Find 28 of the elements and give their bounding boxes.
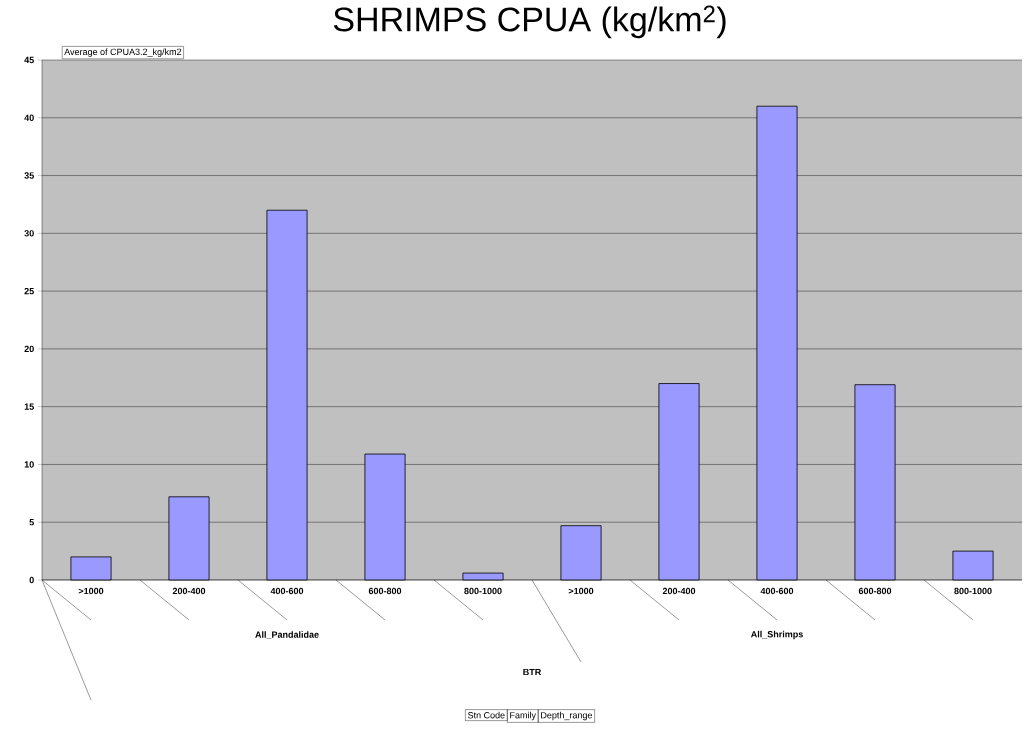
x-tick-label: >1000: [568, 587, 594, 595]
y-axis-title: Average of CPUA3.2_kg/km2: [64, 48, 182, 57]
x-tick-label: 600-800: [368, 587, 402, 595]
y-tick-label: 25: [24, 287, 34, 295]
x-tick-label: 800-1000: [464, 587, 502, 595]
x-tick-label: 800-1000: [954, 587, 992, 595]
text: All_Pandalidae: [255, 631, 319, 639]
chart-title: SHRIMPS CPUA (kg/km$^{2}$): [333, 5, 726, 39]
y-tick-label: 45: [24, 56, 34, 64]
y-tick-label: 0: [29, 576, 34, 584]
x-tick-label: 600-800: [858, 587, 892, 595]
text: Stn Code: [467, 711, 505, 719]
y-tick-label: 30: [24, 230, 34, 237]
x-tick-label: 400-600: [270, 587, 304, 595]
text: Depth_range: [541, 711, 593, 721]
y-tick-label: 20: [24, 345, 34, 353]
x-tick-label: 400-600: [760, 587, 794, 595]
text: BTR: [523, 668, 542, 676]
y-tick-label: 35: [24, 172, 34, 179]
text: All_Shrimps: [750, 630, 803, 640]
x-tick-label: >1000: [78, 587, 104, 595]
y-tick-label: 15: [24, 403, 34, 410]
text: Family: [510, 711, 536, 721]
x-tick-label: 200-400: [662, 587, 696, 595]
y-tick-label: 40: [24, 114, 34, 121]
x-tick-label: 200-400: [172, 587, 206, 595]
y-tick-label: 10: [24, 461, 34, 468]
y-tick-label: 5: [29, 519, 34, 526]
